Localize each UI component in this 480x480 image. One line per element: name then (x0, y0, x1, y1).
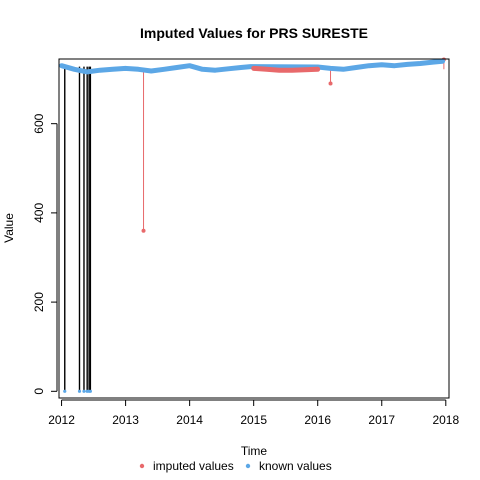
x-tick-label: 2018 (432, 413, 459, 427)
plot-marks (59, 57, 446, 393)
y-tick-label: 400 (32, 203, 46, 223)
x-tick-label: 2017 (368, 413, 395, 427)
y-tick-label: 0 (32, 388, 46, 395)
legend-swatch (245, 463, 251, 469)
x-tick-label: 2016 (304, 413, 331, 427)
legend: imputed values known values (139, 459, 332, 473)
drop-point (88, 389, 92, 393)
series-line (59, 58, 446, 75)
y-tick-label: 200 (32, 292, 46, 312)
y-axis: 0 200 400 600 (32, 113, 58, 395)
x-tick-label: 2013 (112, 413, 139, 427)
imputed-spike-point (328, 81, 333, 86)
y-tick-label: 600 (32, 113, 46, 133)
chart-title: Imputed Values for PRS SURESTE (140, 25, 368, 41)
imputed-spike-point (141, 228, 146, 233)
legend-label: imputed values (153, 459, 234, 473)
legend-swatch (139, 463, 145, 469)
drop-point (82, 389, 86, 393)
x-tick-label: 2014 (176, 413, 203, 427)
x-axis: 2012 2013 2014 2015 2016 2017 2018 (48, 399, 459, 427)
plot-frame (58, 58, 450, 399)
series-line (251, 65, 321, 73)
drop-point (63, 389, 67, 393)
x-tick-label: 2012 (48, 413, 75, 427)
x-tick-label: 2015 (240, 413, 267, 427)
legend-label: known values (259, 459, 332, 473)
x-axis-label: Time (241, 444, 268, 458)
drop-point (77, 389, 82, 393)
y-axis-label: Value (2, 213, 16, 243)
